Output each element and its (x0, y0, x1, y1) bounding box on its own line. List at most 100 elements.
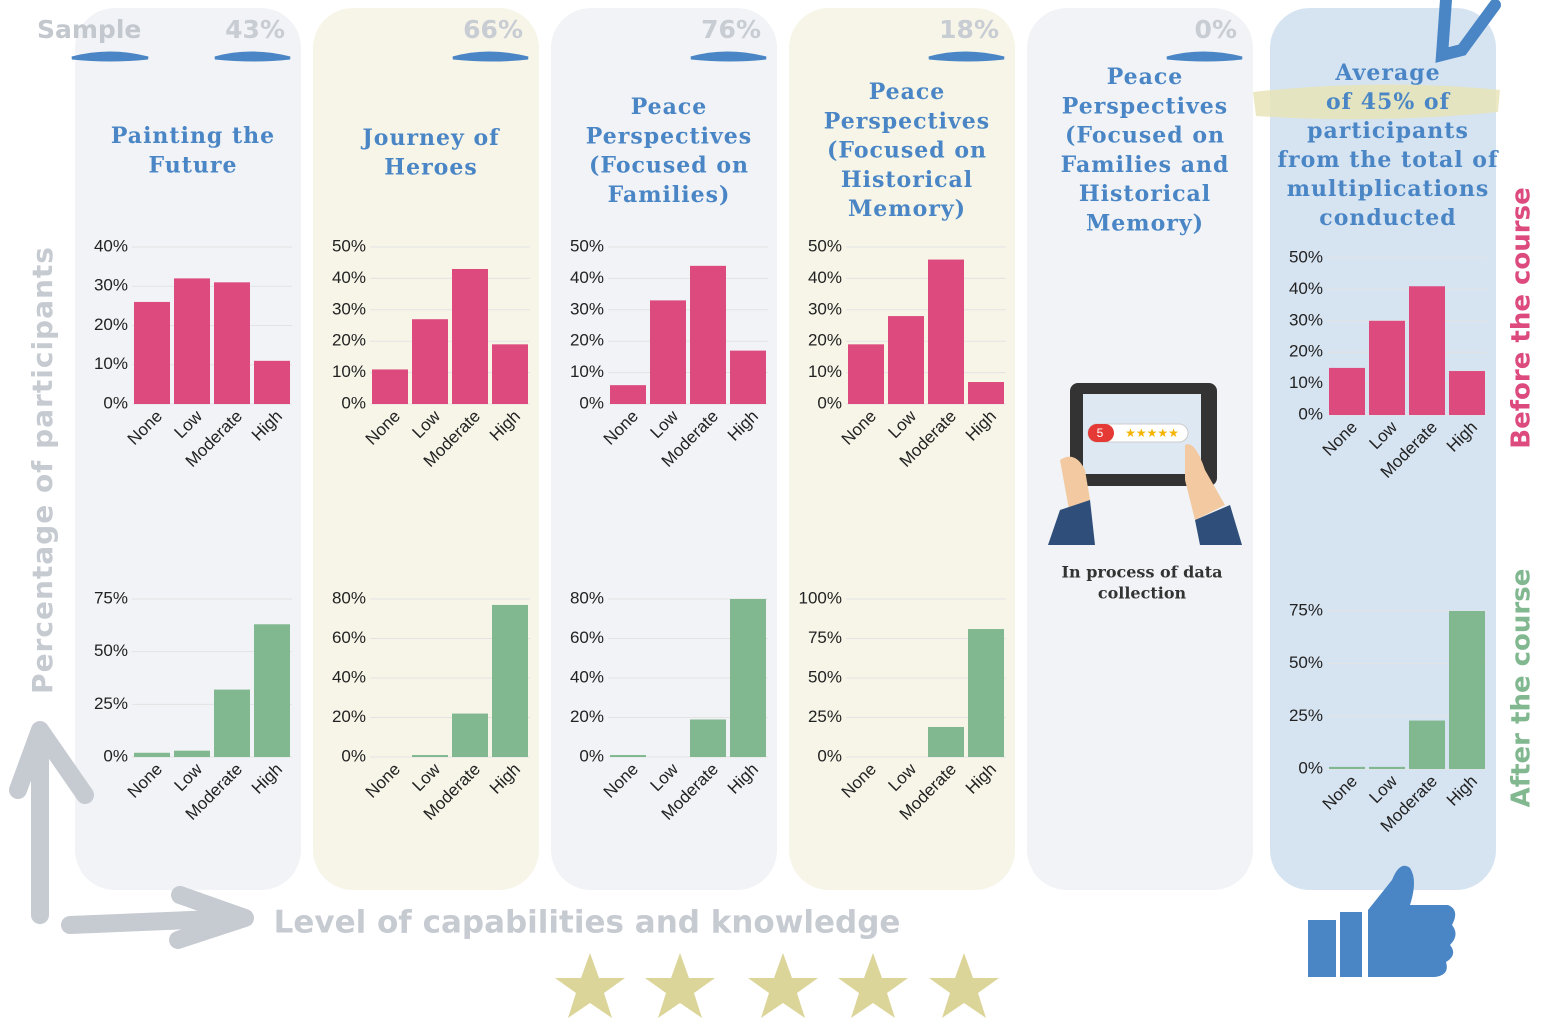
bar (1409, 720, 1445, 769)
sample-percent: 18% (939, 15, 999, 44)
y-tick-label: 0% (341, 746, 366, 765)
star (929, 953, 999, 1018)
y-tick-label: 75% (94, 588, 128, 607)
column-title: Perspectives (1062, 93, 1228, 119)
y-tick-label: 20% (94, 315, 128, 334)
y-tick-label: 10% (94, 354, 128, 373)
bar (492, 344, 528, 404)
column-title: Peace (869, 79, 946, 105)
bar (412, 755, 448, 757)
bar (928, 259, 964, 404)
bar (214, 689, 250, 757)
column-title: (Focused on (827, 138, 987, 164)
star (645, 953, 715, 1018)
y-tick-label: 50% (808, 236, 842, 255)
brush-stroke (452, 51, 529, 62)
column-title: Families and (1061, 152, 1230, 178)
column-title: Painting the (111, 123, 275, 149)
star (555, 953, 625, 1018)
y-tick-label: 20% (1289, 342, 1323, 361)
column-bg (789, 8, 1015, 890)
sample-percent: 76% (701, 15, 761, 44)
arrow-icon (1435, 0, 1501, 63)
y-axis-title: Percentage of participants (26, 246, 59, 694)
bar (254, 624, 290, 757)
brush-stroke (690, 51, 767, 62)
hand (1060, 456, 1090, 515)
bar (174, 750, 210, 757)
y-tick-label: 50% (808, 667, 842, 686)
axis-arrow (9, 721, 94, 924)
thumb-part (1340, 912, 1362, 977)
y-tick-label: 25% (808, 707, 842, 726)
column-bg (75, 8, 301, 890)
brush-stroke (1166, 51, 1243, 62)
thumb-part (1368, 865, 1456, 977)
x-axis-title: Level of capabilities and knowledge (274, 905, 901, 941)
bar (848, 344, 884, 404)
sleeve (1048, 500, 1095, 545)
sample-percent: 66% (463, 15, 523, 44)
bar (968, 382, 1004, 404)
y-tick-label: 30% (94, 276, 128, 295)
bar (888, 316, 924, 404)
bar (1369, 320, 1405, 415)
thumb-part (1308, 920, 1336, 977)
column-title: Heroes (384, 154, 477, 180)
bar (452, 268, 488, 404)
y-tick-label: 80% (332, 588, 366, 607)
brush-stroke (71, 51, 149, 62)
column-title: Memory) (1086, 211, 1204, 237)
y-tick-label: 40% (808, 268, 842, 287)
column-title: Perspectives (824, 108, 990, 134)
y-tick-label: 50% (94, 641, 128, 660)
column-title: Peace (631, 94, 708, 120)
bar (928, 726, 964, 757)
column-bg (1270, 8, 1496, 890)
rating-badge (1088, 424, 1114, 442)
brush-stroke (928, 51, 1005, 62)
y-tick-label: 100% (799, 588, 842, 607)
y-tick-label: 20% (332, 331, 366, 350)
y-tick-label: 40% (570, 268, 604, 287)
column-title: of 45% of (1326, 89, 1451, 115)
brush-stroke (214, 51, 291, 62)
column-title: (Focused on (1065, 123, 1225, 149)
column-title: Families) (608, 182, 731, 208)
bar (134, 301, 170, 404)
column-title: Peace (1107, 64, 1184, 90)
bar (254, 360, 290, 404)
y-tick-label: 0% (1298, 758, 1323, 777)
y-tick-label: 50% (1289, 247, 1323, 266)
bar (1329, 766, 1365, 769)
bar (1369, 766, 1405, 769)
bar (452, 713, 488, 757)
y-tick-label: 40% (570, 667, 604, 686)
y-tick-label: 20% (570, 707, 604, 726)
bar (690, 265, 726, 404)
placeholder-note: In process of data (1062, 563, 1223, 582)
rating-stars: ★★★★★ (1125, 426, 1179, 440)
sample-percent: 0% (1195, 15, 1237, 44)
column-title: Perspectives (586, 123, 752, 149)
y-tick-label: 0% (817, 393, 842, 412)
column-title: participants (1307, 118, 1469, 144)
y-tick-label: 0% (103, 746, 128, 765)
bar (730, 599, 766, 757)
sample-percent: 43% (225, 15, 285, 44)
column-title: Historical (1079, 181, 1211, 207)
y-tick-label: 25% (94, 694, 128, 713)
y-tick-label: 20% (332, 707, 366, 726)
y-tick-label: 50% (570, 236, 604, 255)
column-title: (Focused on (589, 153, 749, 179)
column-title: Journey of (360, 125, 500, 151)
y-tick-label: 40% (94, 236, 128, 255)
star (838, 953, 908, 1018)
y-tick-label: 50% (332, 236, 366, 255)
y-tick-label: 20% (808, 331, 842, 350)
before-label: Before the course (1507, 187, 1537, 448)
tablet-illustration: 5 ★★★★★ (1048, 383, 1242, 545)
bar (372, 369, 408, 404)
backgrounds (75, 8, 1496, 890)
thumbs-up-icon (1308, 865, 1456, 977)
